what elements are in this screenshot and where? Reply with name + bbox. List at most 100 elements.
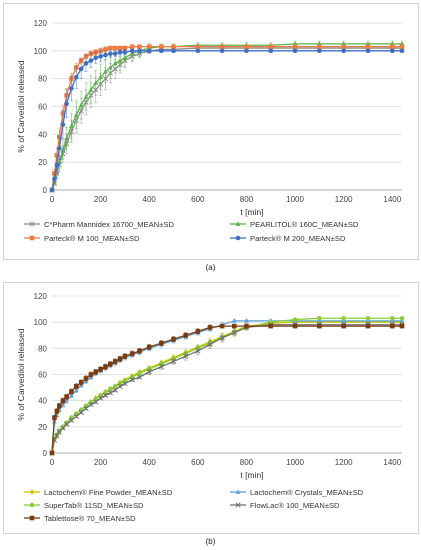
x-axis-label: t [min] — [240, 207, 263, 217]
data-point — [219, 323, 225, 329]
y-axis-label: % of Carvedilol released — [16, 328, 26, 420]
data-point — [63, 421, 70, 427]
data-point — [108, 51, 113, 56]
data-point — [112, 359, 118, 364]
legend-label: SuperTab® 11SD_MEAN±SD — [44, 501, 144, 510]
data-point — [183, 332, 188, 338]
data-point — [83, 376, 89, 381]
data-point — [231, 329, 237, 336]
y-tick-label-80: 80 — [38, 75, 47, 84]
data-point — [88, 87, 94, 92]
data-point — [122, 55, 128, 60]
data-point — [341, 315, 346, 321]
legend-label: C*Pharm Mannidex 16700_MEAN±SD — [44, 220, 174, 229]
y-axis-label: % of Carvedilol released — [16, 60, 26, 152]
legend-marker — [29, 221, 35, 227]
legend-marker — [235, 502, 241, 508]
data-point — [102, 392, 109, 399]
data-point — [60, 401, 66, 407]
data-point — [365, 315, 371, 321]
data-point — [112, 51, 118, 56]
data-point — [341, 48, 346, 54]
data-point — [97, 395, 104, 401]
data-point — [389, 48, 395, 54]
y-tick-label-80: 80 — [38, 344, 47, 353]
data-point — [292, 44, 298, 49]
x-tick-label-600: 600 — [191, 195, 205, 204]
data-point — [93, 80, 99, 85]
series-parteck-m-200-mean-sd — [49, 48, 405, 193]
x-tick-label-0: 0 — [50, 458, 55, 467]
data-point — [93, 55, 99, 61]
data-point — [244, 48, 249, 54]
error-bars-flowlac-100-mean-sd — [52, 323, 404, 442]
data-point — [159, 340, 164, 346]
legend-item-parteck-m-200-mean-sd: Parteck® M 200_MEAN±SD — [230, 234, 346, 243]
data-point — [78, 66, 84, 72]
data-point — [52, 176, 57, 182]
data-point — [88, 401, 94, 408]
markers-tablettose-70-mean-sd — [49, 323, 405, 456]
markers-c-pharm-mannidex-16700-mean-sd — [49, 45, 405, 193]
data-point — [64, 397, 69, 403]
data-point — [112, 45, 118, 51]
data-point — [64, 394, 69, 400]
data-point — [112, 383, 118, 389]
data-point — [365, 323, 371, 329]
error-bars-pearlitol-160c-mean-sd — [52, 40, 404, 185]
x-tick-label-600: 600 — [191, 458, 205, 467]
data-point — [103, 52, 108, 58]
x-tick-label-1000: 1000 — [286, 458, 304, 467]
data-point — [74, 383, 79, 389]
data-point — [117, 383, 123, 389]
data-point — [219, 44, 225, 49]
legend-marker — [235, 221, 241, 226]
x-tick-label-1400: 1400 — [383, 458, 401, 467]
x-tick-label-1400: 1400 — [383, 195, 401, 204]
y-tick-label-40: 40 — [38, 397, 47, 406]
y-tick-label-20: 20 — [38, 423, 47, 432]
series-line-tablettose-70-mean-sd — [51, 325, 402, 454]
y-tick-label-60: 60 — [38, 103, 47, 112]
chart-panel-b: 0 20 40 60 80 100 120 0 200 400 600 800 1000 1200 1400… — [3, 282, 419, 534]
x-tick-label-0: 0 — [50, 195, 55, 204]
data-point — [292, 48, 298, 54]
legend-item-c-pharm-mannidex-16700-mean-sd: C*Pharm Mannidex 16700_MEAN±SD — [24, 220, 174, 229]
markers-pearlitol-160c-mean-sd — [49, 41, 405, 192]
markers-flowlac-100-mean-sd — [49, 322, 405, 456]
data-point — [219, 335, 225, 341]
data-point — [244, 318, 249, 323]
data-point — [244, 323, 249, 329]
data-point — [129, 44, 135, 49]
data-point — [64, 135, 69, 141]
legend-item-supertab-11sd-mean-sd: SuperTab® 11SD_MEAN±SD — [24, 501, 144, 510]
y-tick-labels: 0 20 40 60 80 100 120 — [34, 292, 48, 458]
caption-b: (b) — [205, 537, 216, 546]
legend-item-tablettose-70-mean-sd: Tablettose® 70_MEAN±SD — [24, 514, 136, 523]
y-tick-labels: 0 20 40 60 80 100 120 — [34, 19, 48, 195]
series-line-pearlitol-160c-mean-sd — [51, 43, 402, 191]
series-c-pharm-mannidex-16700-mean-sd — [49, 45, 405, 193]
data-point — [98, 366, 103, 372]
data-point — [69, 86, 74, 91]
x-tick-label-800: 800 — [240, 195, 254, 204]
markers-supertab-11sd-mean-sd — [49, 315, 405, 456]
data-point — [98, 54, 103, 59]
data-point — [78, 380, 84, 385]
legend-item-lactochem-fine-powder-mean-sd: Lactochem® Fine Powder_MEAN±SD — [24, 488, 173, 497]
legend-label: Tablettose® 70_MEAN±SD — [44, 514, 136, 523]
data-point — [195, 44, 201, 49]
data-point — [78, 102, 84, 108]
data-point — [56, 159, 62, 165]
data-point — [122, 353, 128, 359]
data-point — [54, 162, 60, 168]
data-point — [108, 45, 113, 51]
x-tick-label-800: 800 — [240, 458, 254, 467]
data-point — [170, 358, 177, 365]
data-point — [78, 409, 84, 416]
data-point — [108, 386, 113, 392]
series-line-flowlac-100-mean-sd — [51, 324, 402, 454]
legend-label: Lactochem® Fine Powder_MEAN±SD — [44, 488, 173, 497]
series-pearlitol-160c-mean-sd — [49, 40, 405, 192]
